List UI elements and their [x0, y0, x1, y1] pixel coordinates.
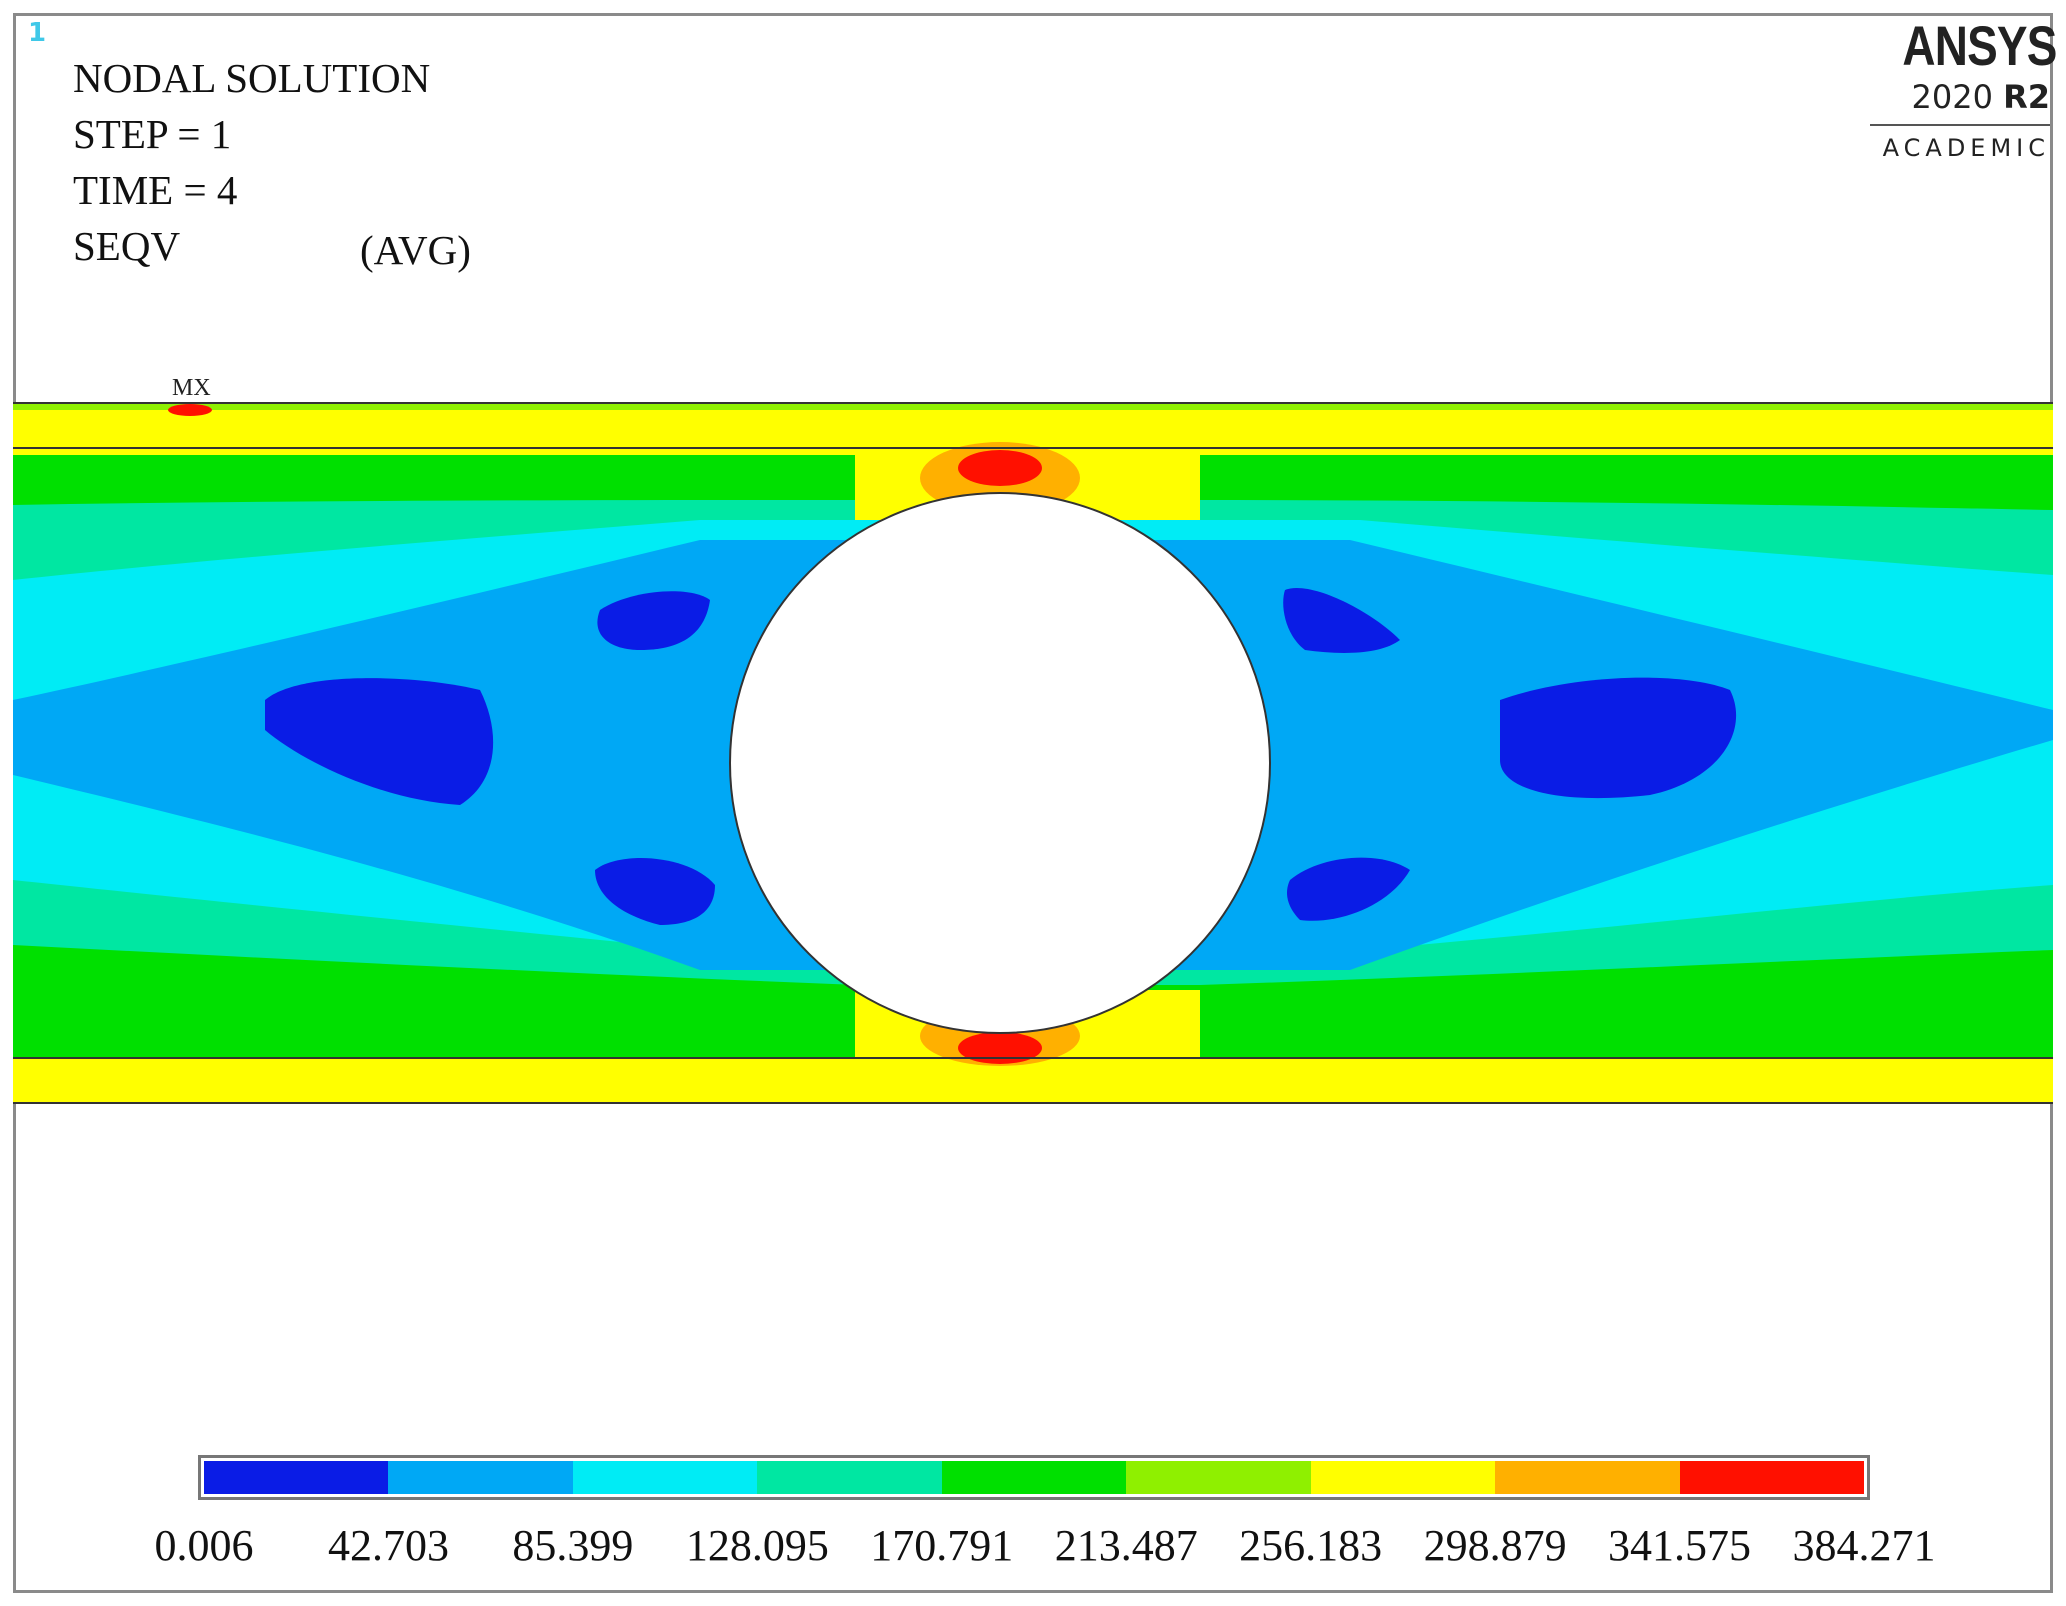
max-marker: MX: [172, 375, 211, 401]
concentration-top-red: [958, 450, 1042, 486]
logo-edition: ACADEMIC: [1882, 134, 2050, 163]
color-legend: [198, 1455, 1870, 1500]
result-title: NODAL SOLUTION: [73, 55, 431, 101]
legend-band-6: [1310, 1461, 1496, 1494]
legend-band-0: [204, 1461, 389, 1494]
legend-tick-label: 298.879: [1423, 1521, 1567, 1570]
legend-band-1: [388, 1461, 573, 1494]
legend-band-2: [572, 1461, 758, 1494]
logo-divider: [1870, 124, 2050, 127]
low-stress-island-right-upper: [1283, 588, 1400, 653]
legend-tick-label: 341.575: [1608, 1521, 1752, 1570]
result-quantity-label: SEQV: [73, 223, 181, 269]
legend-band-4: [941, 1461, 1127, 1494]
time-label: TIME = 4: [73, 167, 238, 213]
legend-band-7: [1495, 1461, 1680, 1494]
low-stress-island-left-lower: [595, 858, 715, 925]
legend-band-3: [757, 1461, 942, 1494]
low-stress-island-right: [1500, 677, 1737, 799]
low-stress-island-left-upper: [597, 591, 710, 650]
max-marker-spot: [168, 404, 212, 416]
logo-release: R2: [2003, 78, 2050, 116]
legend-tick-label: 213.487: [1054, 1521, 1198, 1570]
legend-tick-label: 170.791: [870, 1521, 1014, 1570]
low-stress-island-left: [265, 678, 494, 805]
logo-name: ANSYS: [1902, 14, 2057, 77]
logo-version: 2020 R2: [1870, 78, 2050, 116]
band-256-bottom: [13, 1058, 2053, 1103]
legend-tick-label: 128.095: [685, 1521, 829, 1570]
legend-tick-label: 42.703: [327, 1521, 449, 1570]
logo-version-year: 2020: [1911, 78, 1993, 116]
central-hole: [729, 492, 1271, 1034]
window-number-label: 1: [28, 18, 47, 48]
legend-tick-label: 256.183: [1239, 1521, 1383, 1570]
legend-tick-label: 384.271: [1792, 1521, 1936, 1570]
concentration-bottom-red: [958, 1032, 1042, 1064]
step-label: STEP = 1: [73, 111, 232, 157]
legend-tick-label: 85.399: [512, 1521, 634, 1570]
legend-band-5: [1126, 1461, 1311, 1494]
averaging-label: (AVG): [360, 227, 471, 273]
legend-tick-label: 0.006: [154, 1521, 254, 1570]
legend-band-8: [1679, 1461, 1864, 1494]
ansys-logo: ANSYS 2020 R2 ACADEMIC: [1870, 14, 2057, 163]
low-stress-island-right-lower: [1287, 857, 1410, 921]
